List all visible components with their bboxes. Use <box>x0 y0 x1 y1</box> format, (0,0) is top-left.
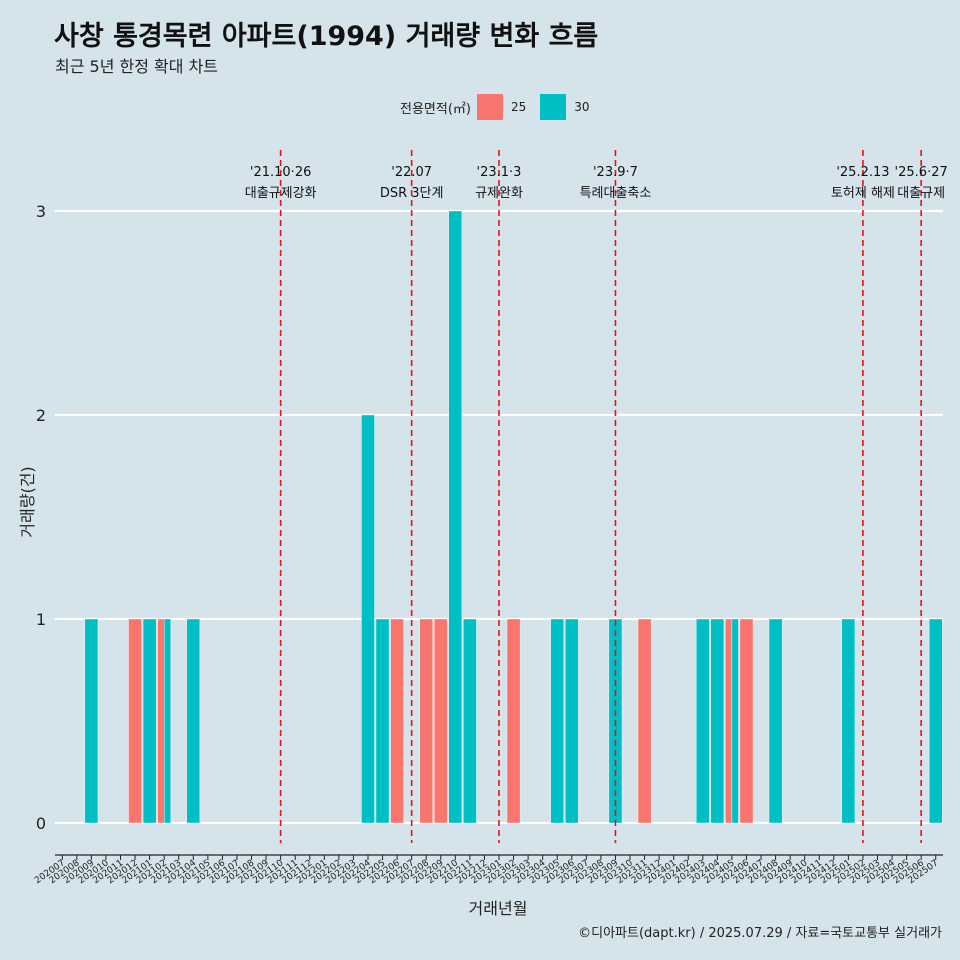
event-label-202207: DSR 3단계 <box>380 186 444 201</box>
x-axis: 2020072020082020092020102020112020122021… <box>33 854 943 886</box>
bar-30-202104 <box>186 618 201 824</box>
bar-30-202210 <box>448 210 463 824</box>
event-lines <box>279 150 922 843</box>
legend-key-25 <box>476 94 503 120</box>
event-label-202502: 토허제 해제 <box>831 186 895 201</box>
bar-30-202211 <box>463 618 477 824</box>
event-date-202506: '25.6·27 <box>895 165 948 180</box>
event-date-202301: '23.1·3 <box>477 165 522 180</box>
chart-title: 사창 통경목련 아파트(1994) 거래량 변화 흐름 <box>54 21 599 52</box>
bar-30-202204 <box>361 414 375 824</box>
bar-30-202306 <box>565 618 579 824</box>
event-label-202309: 특례대출축소 <box>580 186 652 201</box>
y-tick-label-0: 0 <box>36 814 46 833</box>
caption: ©디아파트(dapt.kr) / 2025.07.29 / 자료=국토교통부 실… <box>578 926 942 941</box>
bar-30-202507 <box>928 618 943 824</box>
event-date-202502: '25.2.13 <box>836 165 889 180</box>
event-label-202506: 대출규제 <box>897 186 945 201</box>
bar-25-202209 <box>434 618 448 824</box>
bar-25-202311 <box>637 618 652 824</box>
bar-30-202501 <box>841 618 856 824</box>
chart-subtitle: 최근 5년 한정 확대 차트 <box>55 57 219 76</box>
bar-30-202305 <box>550 618 564 824</box>
bar-30-202404 <box>710 618 725 824</box>
y-axis: 0 1 2 3 <box>36 202 46 833</box>
event-annotations: '21.10·26 대출규제강화 '22.07 DSR 3단계 '23.1·3 규제완화 '… <box>245 165 948 201</box>
bar-25-202405 <box>725 618 733 824</box>
bar-25-202406 <box>739 618 754 824</box>
bar-30-202102 <box>163 618 171 824</box>
bar-30-202408 <box>768 618 783 824</box>
y-axis-title: 거래량(건) <box>18 466 37 537</box>
y-tick-label-1: 1 <box>36 610 46 629</box>
bar-30-202403 <box>696 618 710 824</box>
event-date-202309: '23.9·7 <box>593 165 638 180</box>
bar-30-202205 <box>375 618 390 824</box>
bar-25-202206 <box>390 618 404 824</box>
bar-25-202208 <box>419 618 433 824</box>
bar-30-202009 <box>84 618 99 824</box>
event-date-202110: '21.10·26 <box>250 165 311 180</box>
x-axis-title: 거래년월 <box>469 899 528 918</box>
y-tick-label-3: 3 <box>36 202 46 221</box>
bar-25-202302 <box>506 618 521 824</box>
y-tick-label-2: 2 <box>36 406 46 425</box>
legend: 전용면적(㎡) 25 30 <box>400 94 604 120</box>
event-label-202301: 규제완화 <box>475 186 523 201</box>
legend-key-30 <box>540 94 567 120</box>
bar-30-202405 <box>731 618 739 824</box>
legend-title: 전용면적(㎡) <box>400 101 471 117</box>
bar-30-202101 <box>142 618 157 824</box>
legend-label-30: 30 <box>574 100 590 114</box>
legend-label-25: 25 <box>510 100 527 114</box>
event-date-202207: '22.07 <box>391 165 432 180</box>
event-label-202110: 대출규제강화 <box>245 186 317 201</box>
bar-25-202102 <box>157 618 165 824</box>
bar-25-202012 <box>128 618 142 824</box>
bars <box>84 210 943 824</box>
